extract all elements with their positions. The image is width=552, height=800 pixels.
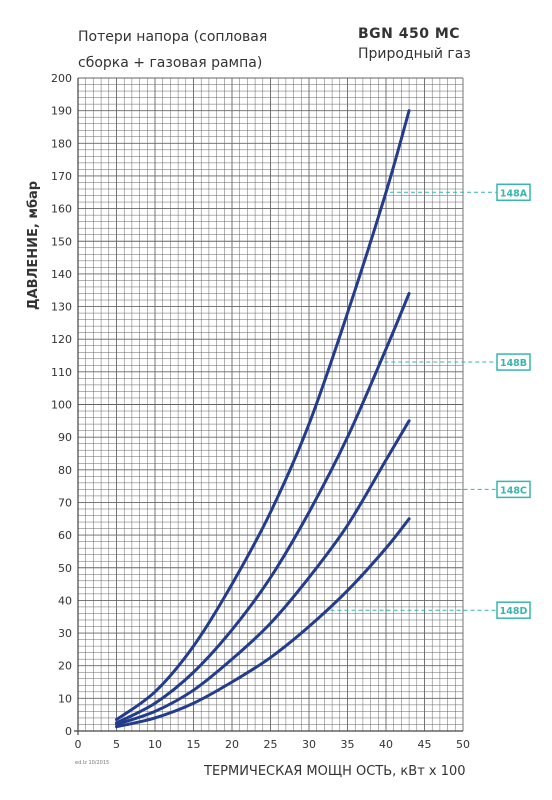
- y-tick-label: 110: [51, 366, 72, 379]
- y-tick-label: 70: [58, 496, 72, 509]
- series-label-148d: 148D: [500, 606, 528, 617]
- edition-footnote: ed.lz 10/2015: [75, 760, 110, 766]
- y-tick-label: 200: [51, 72, 72, 85]
- series-line-148a: [115, 109, 411, 722]
- y-tick-label: 150: [51, 235, 72, 248]
- y-tick-label: 40: [58, 594, 72, 607]
- series-line-148c: [115, 419, 411, 726]
- x-tick-label: 30: [302, 738, 316, 751]
- y-tick-label: 30: [58, 627, 72, 640]
- x-axis-label: ТЕРМИЧЕСКАЯ МОЩН ОСТЬ, кВт х 100: [204, 764, 466, 779]
- x-tick-label: 10: [148, 738, 162, 751]
- series-label-box-148b: [496, 353, 531, 371]
- x-tick-label: 40: [379, 738, 393, 751]
- y-tick-label: 160: [51, 203, 72, 216]
- series-line-148d: [115, 517, 411, 729]
- series-label-148a: 148A: [500, 188, 528, 199]
- series-line-148b: [115, 291, 411, 725]
- title-line-2: сборка + газовая рампа): [78, 55, 263, 71]
- y-tick-label: 130: [51, 301, 72, 314]
- series-label-148c: 148C: [500, 485, 527, 496]
- x-tick-label: 5: [113, 738, 120, 751]
- y-tick-label: 180: [51, 137, 72, 150]
- y-tick-label: 100: [51, 399, 72, 412]
- y-tick-label: 170: [51, 170, 72, 183]
- x-tick-label: 25: [264, 738, 278, 751]
- x-tick-label: 0: [75, 738, 82, 751]
- fuel-type: Природный газ: [358, 46, 471, 62]
- y-tick-label: 140: [51, 268, 72, 281]
- title-line-1: Потери напора (сопловая: [78, 29, 268, 45]
- series-label-box-148d: [496, 601, 531, 619]
- model-block: BGN 450 MC Природный газ: [358, 26, 471, 62]
- x-tick-label: 35: [341, 738, 355, 751]
- model-name: BGN 450 MC: [358, 26, 461, 42]
- y-tick-label: 20: [58, 660, 72, 673]
- y-tick-label: 0: [65, 725, 72, 738]
- x-tick-label: 45: [418, 738, 432, 751]
- series-label-box-148a: [496, 183, 531, 202]
- y-tick-label: 60: [58, 529, 72, 542]
- series-label-box-148c: [496, 480, 531, 499]
- y-tick-label: 10: [58, 692, 72, 705]
- x-tick-label: 50: [456, 738, 470, 751]
- series-label-148b: 148B: [500, 358, 527, 369]
- x-tick-label: 15: [187, 738, 201, 751]
- y-tick-label: 90: [58, 431, 72, 444]
- x-tick-label: 20: [225, 738, 239, 751]
- y-tick-label: 120: [51, 333, 72, 346]
- y-tick-label: 50: [58, 562, 72, 575]
- chart-title: Потери напора (сопловая сборка + газовая…: [78, 24, 267, 76]
- y-tick-label: 80: [58, 464, 72, 477]
- y-tick-label: 190: [51, 105, 72, 118]
